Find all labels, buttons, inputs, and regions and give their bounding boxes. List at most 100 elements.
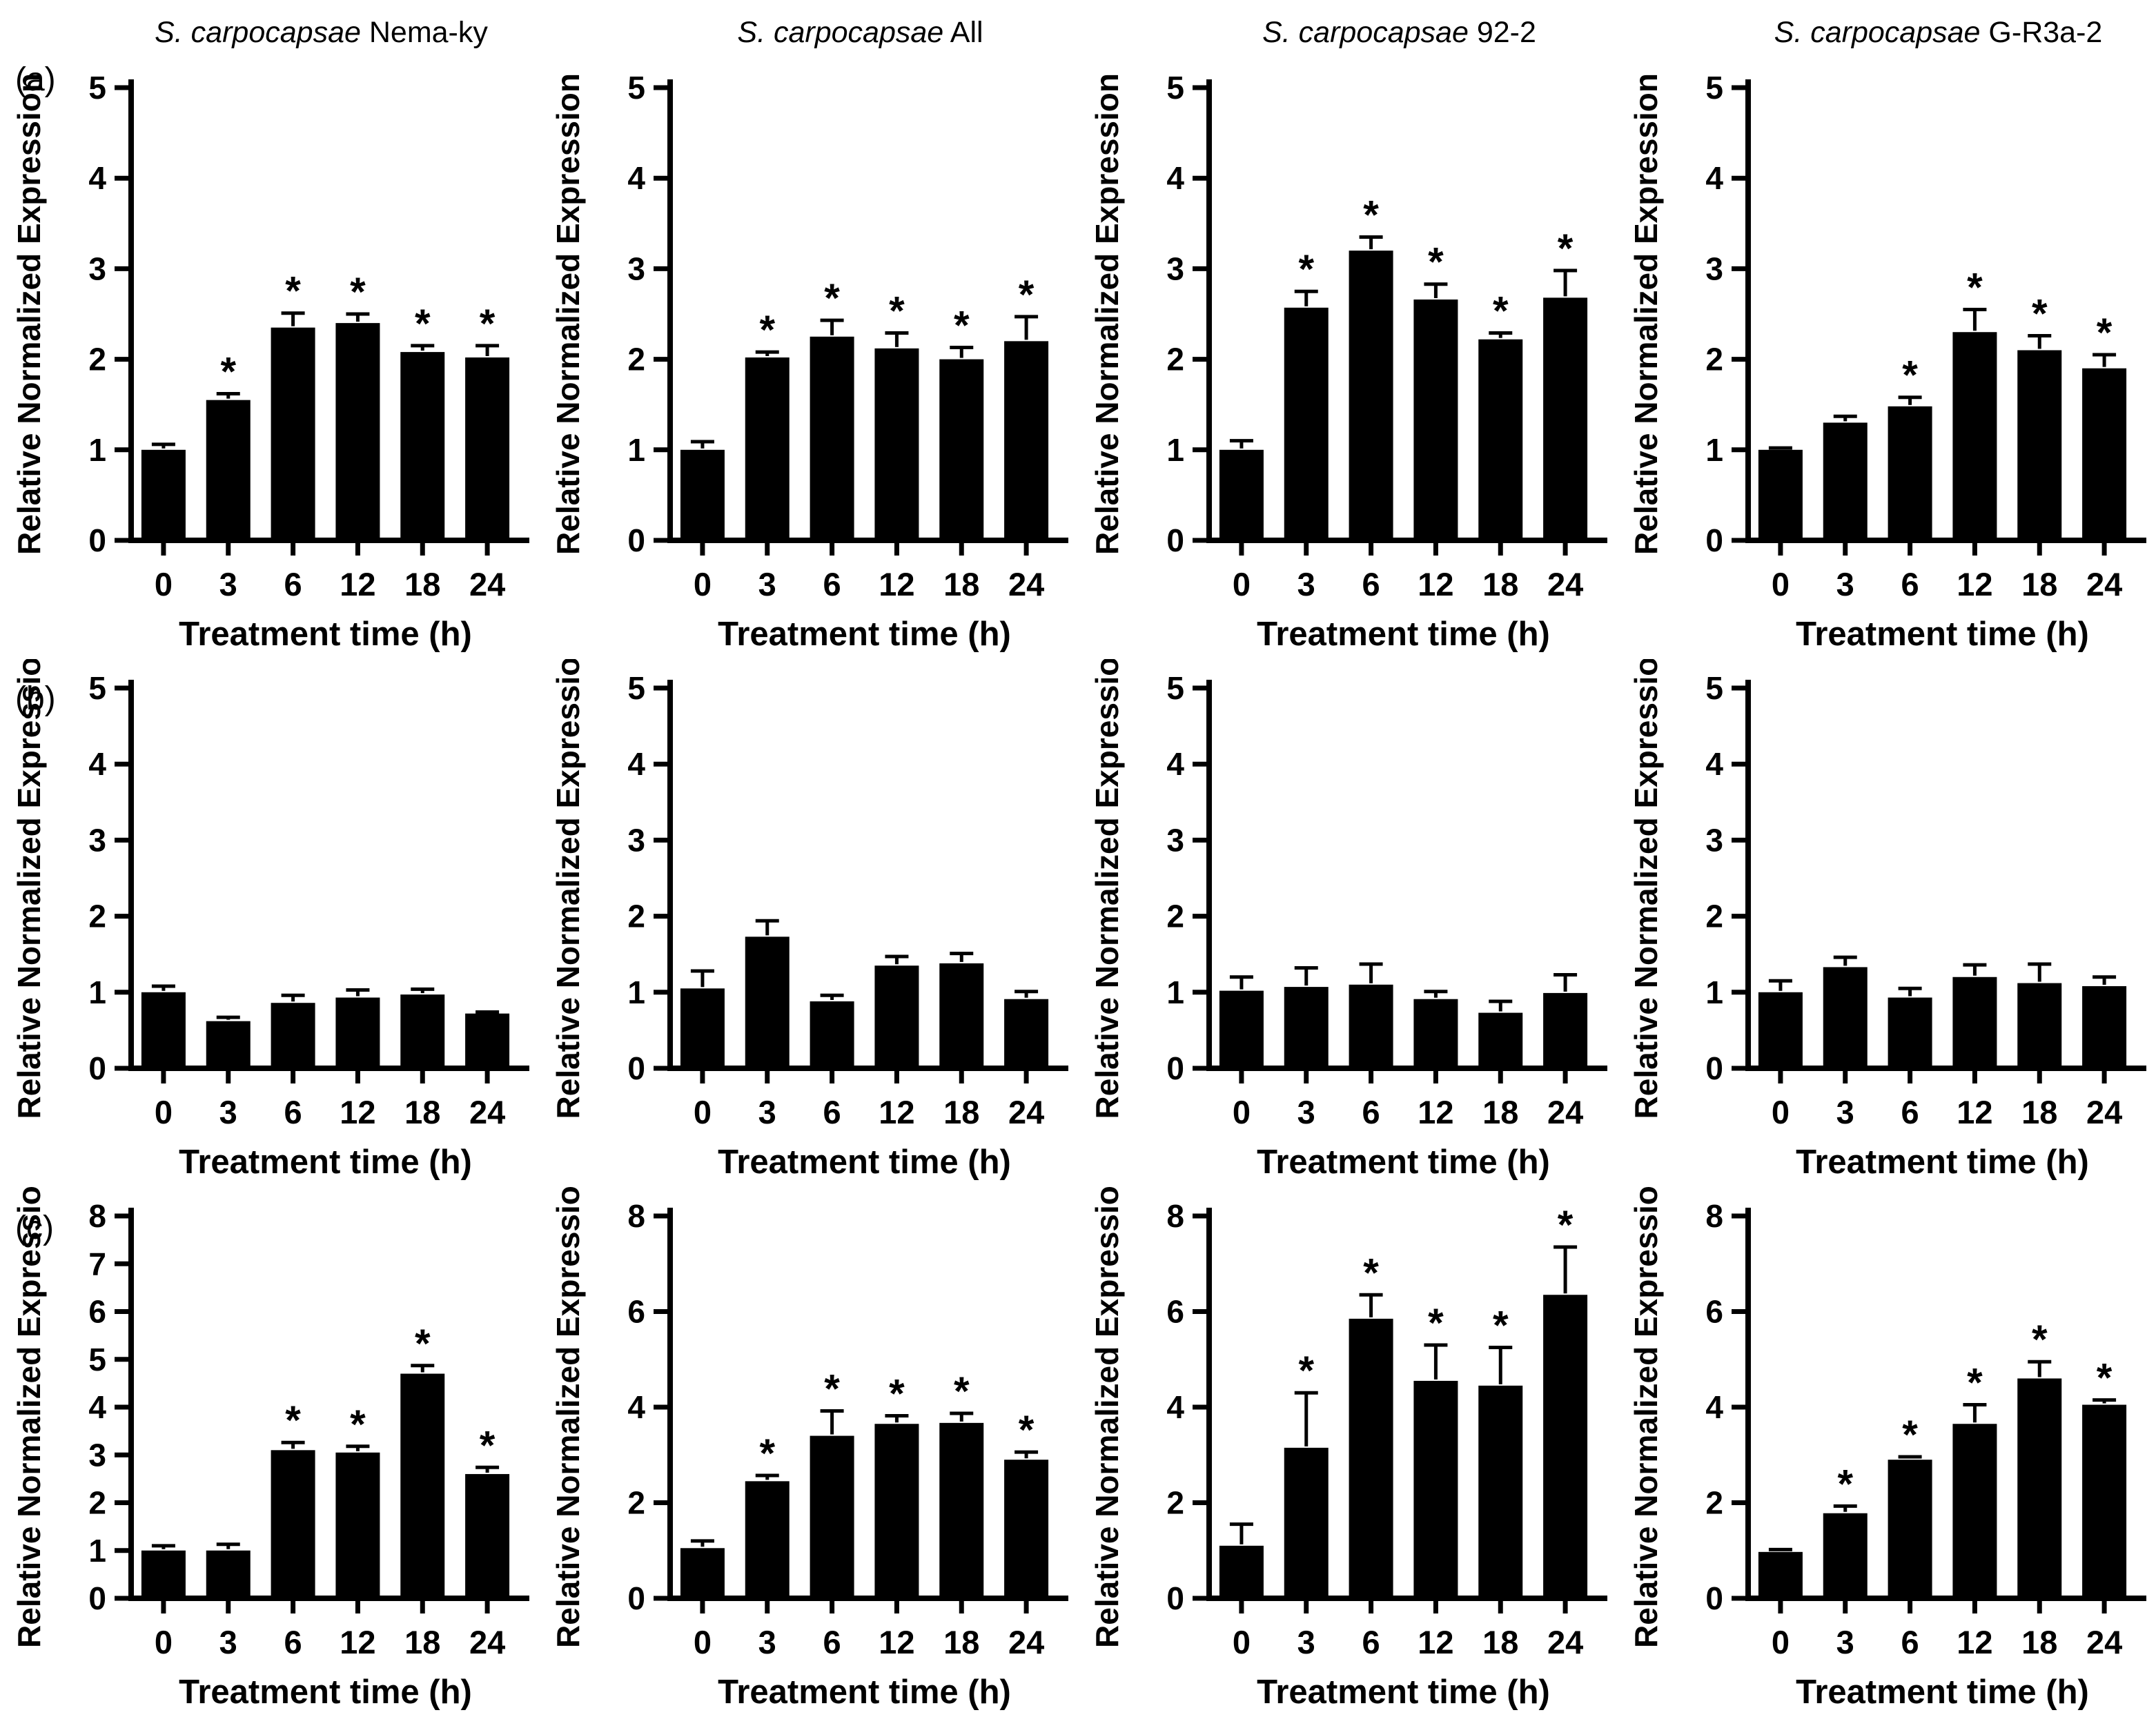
bar-18h — [400, 352, 445, 540]
significance-asterisk: * — [759, 1431, 775, 1476]
significance-asterisk: * — [1493, 1303, 1509, 1348]
y-axis-label: Relative Normalized Expression — [11, 659, 47, 1119]
x-axis-label: Treatment time (h) — [718, 616, 1011, 653]
bar-3h — [206, 1550, 251, 1598]
x-tick-label: 0 — [694, 566, 712, 602]
chart-panel-a-2: S. carpocapsae All 0 1 2 3 4 5 Relative Normal… — [539, 0, 1078, 659]
y-tick-label: 5 — [88, 1342, 106, 1377]
x-tick-label: 18 — [1482, 1094, 1518, 1130]
bar-24h — [1543, 1295, 1588, 1598]
y-tick-label: 3 — [88, 1437, 106, 1473]
bar-18h — [2017, 350, 2062, 540]
x-tick-label: 0 — [694, 1094, 712, 1130]
x-tick-label: 24 — [2086, 1624, 2122, 1660]
x-tick-label: 3 — [219, 1094, 237, 1130]
x-tick-label: 0 — [1233, 566, 1251, 602]
x-axis-label: Treatment time (h) — [1796, 616, 2089, 653]
x-tick-label: 3 — [1836, 566, 1854, 602]
x-axis-label: Treatment time (h) — [1796, 1674, 2089, 1711]
significance-asterisk: * — [350, 1402, 366, 1447]
bar-6h — [1349, 251, 1393, 540]
y-tick-label: 4 — [627, 160, 645, 196]
bar-0h — [141, 449, 186, 540]
x-tick-label: 3 — [758, 1624, 776, 1660]
y-tick-label: 6 — [88, 1294, 106, 1330]
bar-6h — [1349, 1318, 1393, 1598]
y-tick-label: 4 — [88, 160, 106, 196]
bar-3h — [1284, 987, 1329, 1068]
y-tick-label: 5 — [627, 670, 645, 706]
chart-panel-c-3: 0 2 4 6 8 Relative Normalized Expression 0 3 * 6 *… — [1078, 1187, 1617, 1717]
y-tick-label: 4 — [1705, 1389, 1723, 1425]
bar-3h — [1284, 1447, 1329, 1598]
y-tick-label: 1 — [627, 432, 645, 468]
x-tick-label: 24 — [469, 1094, 505, 1130]
y-tick-label: 0 — [88, 1580, 106, 1616]
x-tick-label: 12 — [879, 566, 914, 602]
bar-3h — [745, 936, 790, 1068]
bar-0h — [1758, 1551, 1803, 1598]
bar-24h — [465, 1013, 510, 1068]
bar-12h — [874, 965, 919, 1068]
y-tick-label: 3 — [1705, 251, 1723, 286]
y-tick-label: 5 — [627, 70, 645, 106]
bar-3h — [745, 357, 790, 540]
column-title-1: S. carpocapsae Nema-ky — [0, 0, 539, 59]
x-axis-label: Treatment time (h) — [718, 1674, 1011, 1711]
x-tick-label: 6 — [1901, 566, 1919, 602]
significance-asterisk: * — [824, 276, 840, 321]
y-tick-label: 1 — [627, 974, 645, 1010]
x-tick-label: 18 — [2021, 566, 2057, 602]
significance-asterisk: * — [759, 308, 775, 353]
y-tick-label: 0 — [1705, 522, 1723, 558]
bar-12h — [335, 997, 380, 1068]
y-tick-label: 3 — [1166, 822, 1184, 858]
y-tick-label: 2 — [1166, 899, 1184, 934]
y-tick-label: 2 — [88, 342, 106, 377]
y-tick-label: 2 — [627, 342, 645, 377]
bar-18h — [2017, 983, 2062, 1068]
x-tick-label: 3 — [1297, 1094, 1315, 1130]
x-tick-label: 18 — [404, 1624, 440, 1660]
species-name: S. carpocapsae — [1774, 16, 1981, 49]
bar-24h — [1543, 297, 1588, 540]
significance-asterisk: * — [1558, 226, 1574, 271]
y-tick-label: 0 — [88, 1050, 106, 1086]
bar-18h — [939, 1422, 984, 1598]
y-tick-label: 6 — [627, 1294, 645, 1330]
y-tick-label: 3 — [88, 251, 106, 286]
bar-24h — [2082, 985, 2127, 1068]
y-axis-label: Relative Normalized Expression — [1089, 73, 1125, 555]
x-tick-label: 3 — [758, 1094, 776, 1130]
x-tick-label: 24 — [1008, 566, 1044, 602]
significance-asterisk: * — [1558, 1203, 1574, 1248]
x-tick-label: 0 — [155, 1624, 173, 1660]
x-tick-label: 6 — [823, 1094, 841, 1130]
bar-18h — [1478, 1385, 1523, 1598]
significance-asterisk: * — [1363, 193, 1379, 237]
x-tick-label: 24 — [1008, 1624, 1044, 1660]
y-tick-label: 4 — [1705, 746, 1723, 782]
x-tick-label: 6 — [1362, 566, 1380, 602]
chart-panel-a-1: S. carpocapsae Nema-ky 0 1 2 3 4 5 Relative No… — [0, 0, 539, 659]
y-tick-label: 4 — [1166, 1389, 1184, 1425]
x-tick-label: 18 — [943, 1624, 979, 1660]
x-tick-label: 6 — [1362, 1624, 1380, 1660]
significance-asterisk: * — [2097, 1356, 2113, 1401]
species-name: S. carpocapsae — [1262, 16, 1469, 49]
significance-asterisk: * — [285, 269, 301, 314]
significance-asterisk: * — [889, 1371, 905, 1416]
x-tick-label: 24 — [1547, 1624, 1583, 1660]
bar-6h — [271, 1450, 315, 1598]
y-tick-label: 2 — [627, 1485, 645, 1521]
y-tick-label: 5 — [1705, 670, 1723, 706]
bar-24h — [465, 1473, 510, 1598]
chart-panel-c-2: 0 2 4 6 8 Relative Normalized Expression 0 3 * 6 *… — [539, 1187, 1078, 1717]
chart-panel-a-3: S. carpocapsae 92-2 0 1 2 3 4 5 Relative Norma… — [1078, 0, 1617, 659]
x-tick-label: 3 — [1836, 1094, 1854, 1130]
significance-asterisk: * — [1298, 247, 1314, 292]
